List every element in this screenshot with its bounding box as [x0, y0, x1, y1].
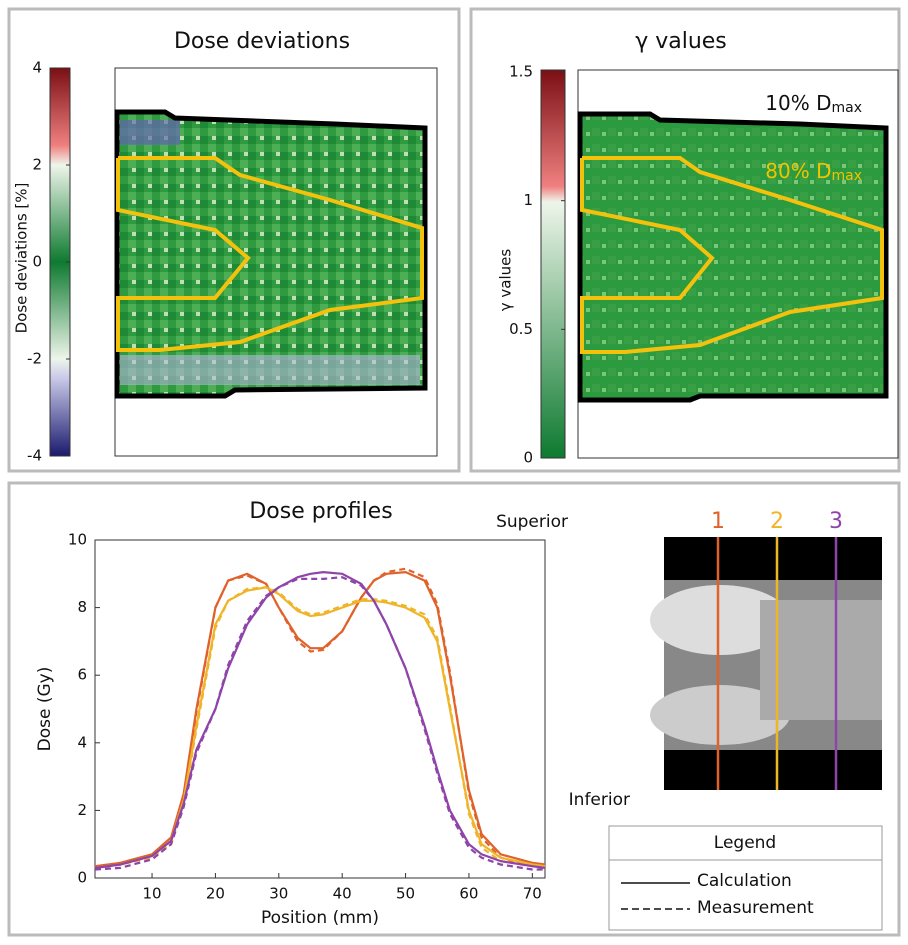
- colorbar-tick-label: 0: [523, 449, 533, 467]
- profile-label: 3: [829, 509, 843, 534]
- annotation-sub: max: [831, 100, 862, 116]
- colorbar-tick-label: 2: [32, 156, 42, 174]
- colorbar-tick-label: 0.5: [509, 320, 533, 338]
- colorbar-tick-label: 0: [32, 253, 42, 271]
- colorbar-label: γ values: [497, 249, 515, 312]
- annotation-text: 10% D: [765, 91, 831, 115]
- gamma-map: [541, 70, 898, 458]
- x-tick-label: 50: [396, 885, 415, 903]
- x-axis-label: Position (mm): [261, 908, 379, 928]
- y-tick-label: 10: [68, 531, 87, 549]
- legend-entry: Calculation: [697, 871, 792, 891]
- figure: Legend Calculation Measurement Superior …: [0, 0, 908, 941]
- x-tick-label: 60: [459, 885, 478, 903]
- colorbar-label: Dose deviations [%]: [13, 183, 31, 334]
- chart-title: Dose deviations: [174, 29, 350, 54]
- annotation-sub: max: [831, 168, 862, 184]
- y-tick-label: 0: [77, 869, 87, 887]
- profile-image: [650, 537, 882, 790]
- colorbar-tick-label: -2: [27, 350, 42, 368]
- x-tick-label: 20: [206, 885, 225, 903]
- colorbar-tick-label: 1.5: [509, 63, 533, 81]
- chart-title: γ values: [635, 29, 727, 54]
- x-tick-label: 70: [523, 885, 542, 903]
- colorbar-tick-label: -4: [27, 447, 42, 465]
- colorbar-tick-label: 1: [523, 191, 533, 209]
- legend: Legend Calculation Measurement: [609, 826, 882, 930]
- annotation-text: 80% D: [765, 159, 831, 183]
- y-tick-label: 2: [77, 801, 87, 819]
- profile-curve: [95, 572, 545, 866]
- y-axis-label: Dose (Gy): [35, 667, 55, 752]
- legend-title: Legend: [714, 833, 776, 853]
- dose-map: [50, 68, 437, 456]
- y-tick-label: 4: [77, 733, 87, 751]
- y-tick-label: 6: [77, 666, 87, 684]
- chart-title: Dose profiles: [249, 499, 392, 524]
- x-tick-label: 30: [269, 885, 288, 903]
- profile-label: 2: [770, 509, 784, 534]
- legend-entry: Measurement: [697, 898, 814, 918]
- y-tick-label: 8: [77, 598, 87, 616]
- bottom-label: Inferior: [569, 790, 630, 810]
- profile-label: 1: [711, 509, 725, 534]
- x-tick-label: 10: [142, 885, 161, 903]
- colorbar-tick-label: 4: [32, 59, 42, 77]
- top-label: Superior: [496, 512, 568, 532]
- x-tick-label: 40: [333, 885, 352, 903]
- plot-area: [95, 540, 545, 878]
